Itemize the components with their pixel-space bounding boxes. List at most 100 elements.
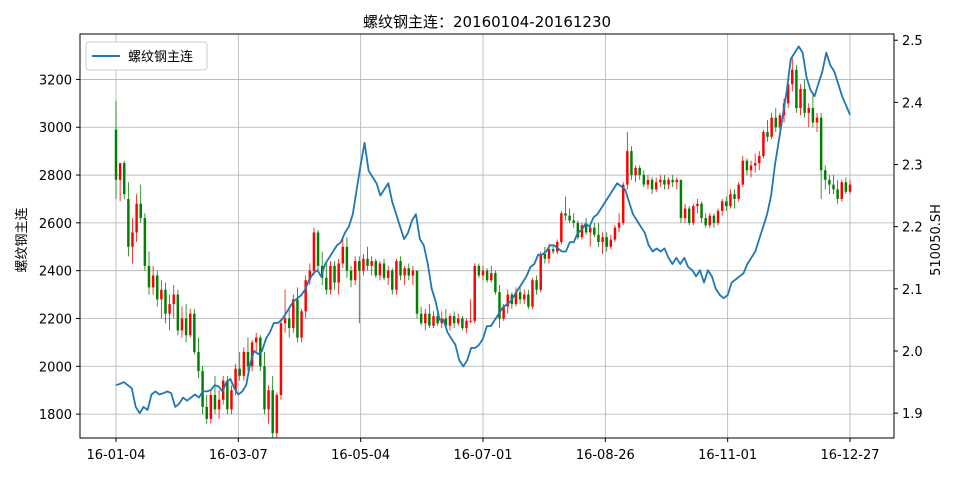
candlestick: [539, 251, 542, 293]
candle-body: [522, 294, 526, 300]
candle-body: [386, 270, 390, 278]
x-tick-label: 16-08-26: [576, 448, 635, 463]
candlestick: [671, 175, 674, 187]
candle-body: [370, 261, 373, 266]
candle-body: [267, 390, 270, 410]
y-tick-label: 2400: [39, 265, 72, 280]
candlestick: [374, 258, 378, 278]
candlestick: [663, 175, 666, 190]
x-tick-label: 16-01-04: [86, 448, 145, 463]
candlestick: [692, 203, 695, 226]
candlestick: [626, 132, 629, 190]
candlestick: [481, 265, 485, 281]
candle-body: [209, 394, 213, 419]
candlestick: [353, 256, 357, 286]
candlestick: [667, 177, 670, 190]
candlestick: [840, 179, 843, 202]
candlestick: [659, 175, 662, 187]
plot-frame: [79, 33, 895, 439]
candlestick: [469, 299, 472, 324]
candle-body: [263, 366, 266, 410]
candle-body: [593, 227, 596, 235]
candle-body: [382, 263, 386, 278]
candle-body: [168, 304, 171, 314]
candlestick: [139, 184, 142, 223]
y2-tick-label: 2.1: [902, 283, 923, 298]
candle-body: [791, 69, 794, 85]
candle-body: [621, 184, 625, 223]
candle-body: [457, 318, 460, 324]
candlestick: [164, 282, 167, 324]
candlestick: [391, 268, 394, 295]
candlestick: [461, 316, 464, 331]
candle-body: [283, 318, 287, 324]
candlestick: [366, 246, 369, 271]
candle-body: [461, 318, 464, 329]
candle-body: [279, 323, 283, 395]
candlestick: [316, 230, 320, 271]
axes: 16-01-04 16-03-07 16-05-04 16-07-01 16-08-26…: [39, 34, 923, 463]
candle-body: [428, 313, 431, 326]
candlestick: [712, 213, 716, 228]
candlestick: [762, 129, 765, 159]
candlestick: [386, 265, 390, 286]
candlestick: [349, 265, 353, 288]
candlestick: [770, 112, 773, 140]
candle-body: [749, 165, 753, 171]
candle-body: [325, 277, 328, 290]
candlestick: [527, 289, 530, 309]
candlestick: [836, 179, 839, 204]
candlestick: [403, 265, 406, 286]
line-series: [115, 45, 851, 415]
x-tick-label: 16-11-01: [698, 448, 757, 463]
legend-box: [85, 41, 208, 71]
y-tick-label: 3200: [39, 73, 72, 88]
candle-body: [795, 69, 798, 109]
candle-body: [799, 88, 802, 109]
candle-body: [630, 151, 633, 176]
candlestick: [634, 165, 637, 183]
candle-body: [704, 218, 707, 226]
candlestick: [729, 189, 732, 209]
candle-body: [811, 108, 815, 123]
candlestick: [638, 165, 641, 180]
candlestick: [304, 275, 307, 319]
candlestick: [609, 234, 613, 250]
candlestick: [411, 265, 415, 286]
x-tick-label: 16-03-07: [209, 448, 268, 463]
candlestick: [494, 270, 497, 295]
candle-body: [778, 115, 782, 128]
candle-body: [720, 201, 724, 211]
candlestick: [700, 201, 703, 223]
candlestick: [362, 253, 365, 276]
candlestick: [811, 93, 815, 128]
candle-body: [613, 227, 617, 240]
candlestick: [300, 308, 303, 343]
candlestick: [151, 265, 155, 295]
candlestick: [564, 196, 567, 221]
candle-body: [518, 292, 522, 300]
candlestick: [395, 258, 398, 295]
candlestick: [263, 351, 266, 415]
candlestick: [720, 198, 724, 216]
candle-body: [374, 261, 378, 276]
candlestick: [753, 153, 757, 173]
candlestick-series: [114, 55, 852, 438]
candle-body: [543, 253, 547, 259]
y2-axis-label: 510050.SH: [929, 204, 944, 276]
candlestick: [605, 232, 608, 252]
candlestick: [424, 308, 427, 331]
candlestick: [791, 55, 794, 92]
candle-body: [667, 179, 670, 185]
candle-body: [114, 129, 118, 180]
candle-body: [551, 249, 555, 252]
candle-body: [494, 273, 497, 293]
candle-body: [807, 108, 811, 113]
candlestick: [824, 165, 827, 190]
candlestick: [143, 213, 147, 271]
candlestick: [815, 112, 819, 133]
candle-body: [601, 237, 604, 242]
y2-tick-label: 1.9: [902, 407, 923, 422]
candlestick: [312, 227, 316, 276]
